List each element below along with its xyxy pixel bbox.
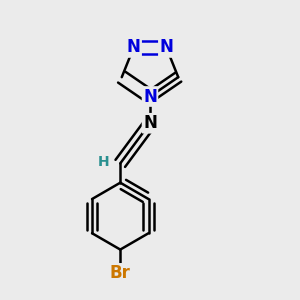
- Text: N: N: [143, 114, 157, 132]
- Text: N: N: [127, 38, 141, 56]
- Text: H: H: [98, 155, 110, 169]
- Text: N: N: [143, 88, 157, 106]
- Text: N: N: [159, 38, 173, 56]
- Text: Br: Br: [110, 264, 131, 282]
